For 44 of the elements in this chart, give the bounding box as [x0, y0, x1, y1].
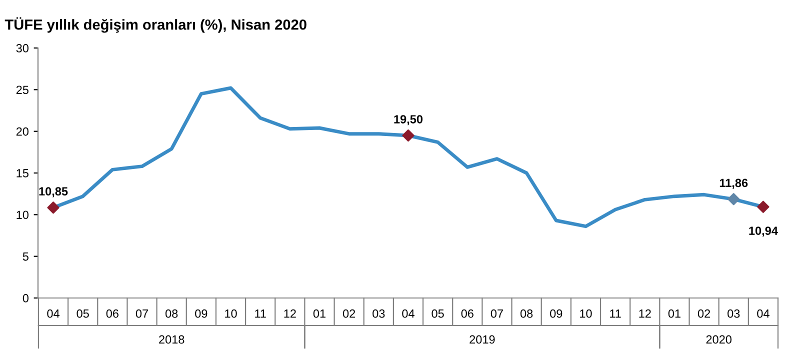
x-tick-label: 04 [402, 309, 414, 318]
x-tick-label: 09 [550, 309, 562, 318]
x-tick-label: 08 [165, 309, 178, 318]
y-tick-label: 15 [16, 169, 28, 178]
x-tick-label: 06 [106, 309, 118, 318]
x-tick-label: 03 [372, 309, 385, 318]
y-tick-label: 0 [22, 294, 29, 302]
x-tick-label: 11 [610, 310, 621, 318]
y-tick-label: 25 [16, 86, 28, 94]
x-tick-label: 02 [342, 309, 356, 318]
x-tick-label: 09 [195, 309, 208, 318]
data-label: 11,86 [720, 178, 748, 189]
x-tick-label: 07 [136, 309, 148, 318]
y-tick-label: 20 [16, 127, 29, 136]
x-tick-label: 01 [668, 309, 680, 318]
x-tick-label: 06 [461, 309, 474, 318]
point [47, 202, 60, 214]
x-tick-label: 10 [225, 309, 237, 318]
x-tick-label: 03 [728, 309, 740, 318]
x-tick-label: 12 [284, 309, 296, 318]
x-tick-label: 07 [490, 309, 503, 318]
text: 2018 [159, 335, 184, 344]
y-tick-label: 30 [16, 44, 29, 52]
x-tick-label: 04 [47, 309, 60, 318]
x-tick-label: 04 [757, 309, 770, 318]
data-label: 10,85 [39, 187, 68, 198]
x-tick-label: 05 [432, 309, 444, 318]
data-label: 10,94 [749, 226, 778, 237]
x-tick-label: 08 [520, 309, 533, 318]
x-tick-label: 10 [580, 309, 592, 318]
x-tick-label: 05 [76, 309, 89, 318]
x-tick-label: 01 [313, 309, 326, 318]
y-tick-label: 5 [22, 252, 28, 261]
x-tick-label: 11 [255, 310, 266, 318]
text: 2019 [470, 335, 495, 344]
point [402, 129, 414, 142]
x-tick-label: 02 [698, 309, 710, 318]
point [757, 200, 770, 213]
x-tick-label: 12 [639, 309, 651, 318]
data-label: 19,50 [394, 115, 423, 126]
chart-title: TÜFE yıllık değişim oranları (%), Nisan 2020 [4, 17, 306, 33]
point [728, 193, 740, 206]
text: 2020 [706, 335, 732, 344]
y-tick-label: 10 [16, 210, 29, 220]
